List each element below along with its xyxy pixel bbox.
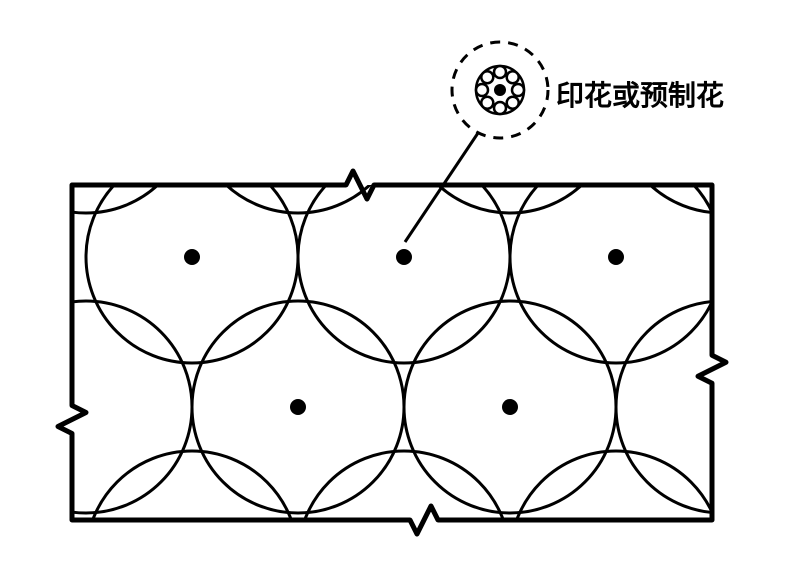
pattern-node-dot: [608, 249, 624, 265]
diagram-stage: 印花或预制花: [0, 0, 789, 567]
pattern-node-dot: [290, 399, 306, 415]
pattern-node-dot: [184, 249, 200, 265]
pattern-node-dot: [502, 399, 518, 415]
callout-label: 印花或预制花: [556, 74, 724, 114]
pattern-node-dot: [396, 249, 412, 265]
panel-border: [58, 171, 726, 534]
